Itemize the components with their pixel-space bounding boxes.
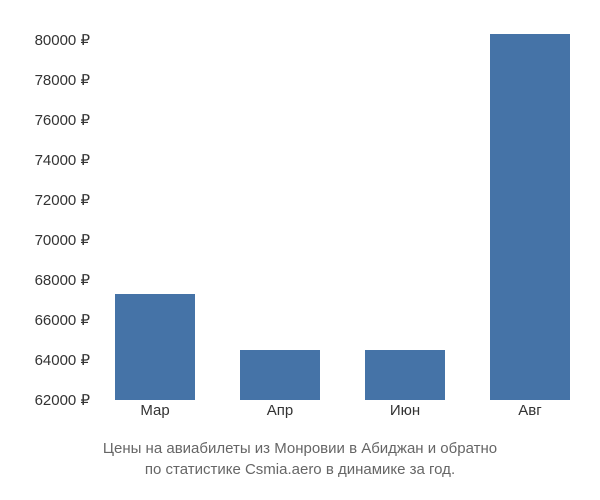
plot-area (100, 20, 590, 400)
caption-line-2: по статистике Csmia.aero в динамике за г… (0, 459, 600, 480)
caption-line-1: Цены на авиабилеты из Монровии в Абиджан… (0, 438, 600, 459)
bar-mar (115, 294, 195, 400)
x-tick: Мар (140, 402, 169, 419)
y-tick: 72000 ₽ (35, 191, 90, 209)
x-axis: Мар Апр Июн Авг (100, 402, 590, 427)
y-tick: 70000 ₽ (35, 231, 90, 249)
x-tick: Апр (267, 402, 293, 419)
y-tick: 78000 ₽ (35, 71, 90, 89)
chart-caption: Цены на авиабилеты из Монровии в Абиджан… (0, 438, 600, 480)
bar-aug (490, 34, 570, 400)
x-tick: Июн (390, 402, 420, 419)
y-tick: 64000 ₽ (35, 351, 90, 369)
bar-apr (240, 350, 320, 400)
y-tick: 80000 ₽ (35, 31, 90, 49)
y-tick: 62000 ₽ (35, 391, 90, 409)
bars-group (100, 20, 590, 400)
y-tick: 66000 ₽ (35, 311, 90, 329)
y-tick: 76000 ₽ (35, 111, 90, 129)
x-tick: Авг (518, 402, 541, 419)
y-axis: 62000 ₽ 64000 ₽ 66000 ₽ 68000 ₽ 70000 ₽ … (0, 20, 95, 400)
chart-container: 62000 ₽ 64000 ₽ 66000 ₽ 68000 ₽ 70000 ₽ … (0, 0, 600, 500)
bar-jun (365, 350, 445, 400)
y-tick: 74000 ₽ (35, 151, 90, 169)
y-tick: 68000 ₽ (35, 271, 90, 289)
